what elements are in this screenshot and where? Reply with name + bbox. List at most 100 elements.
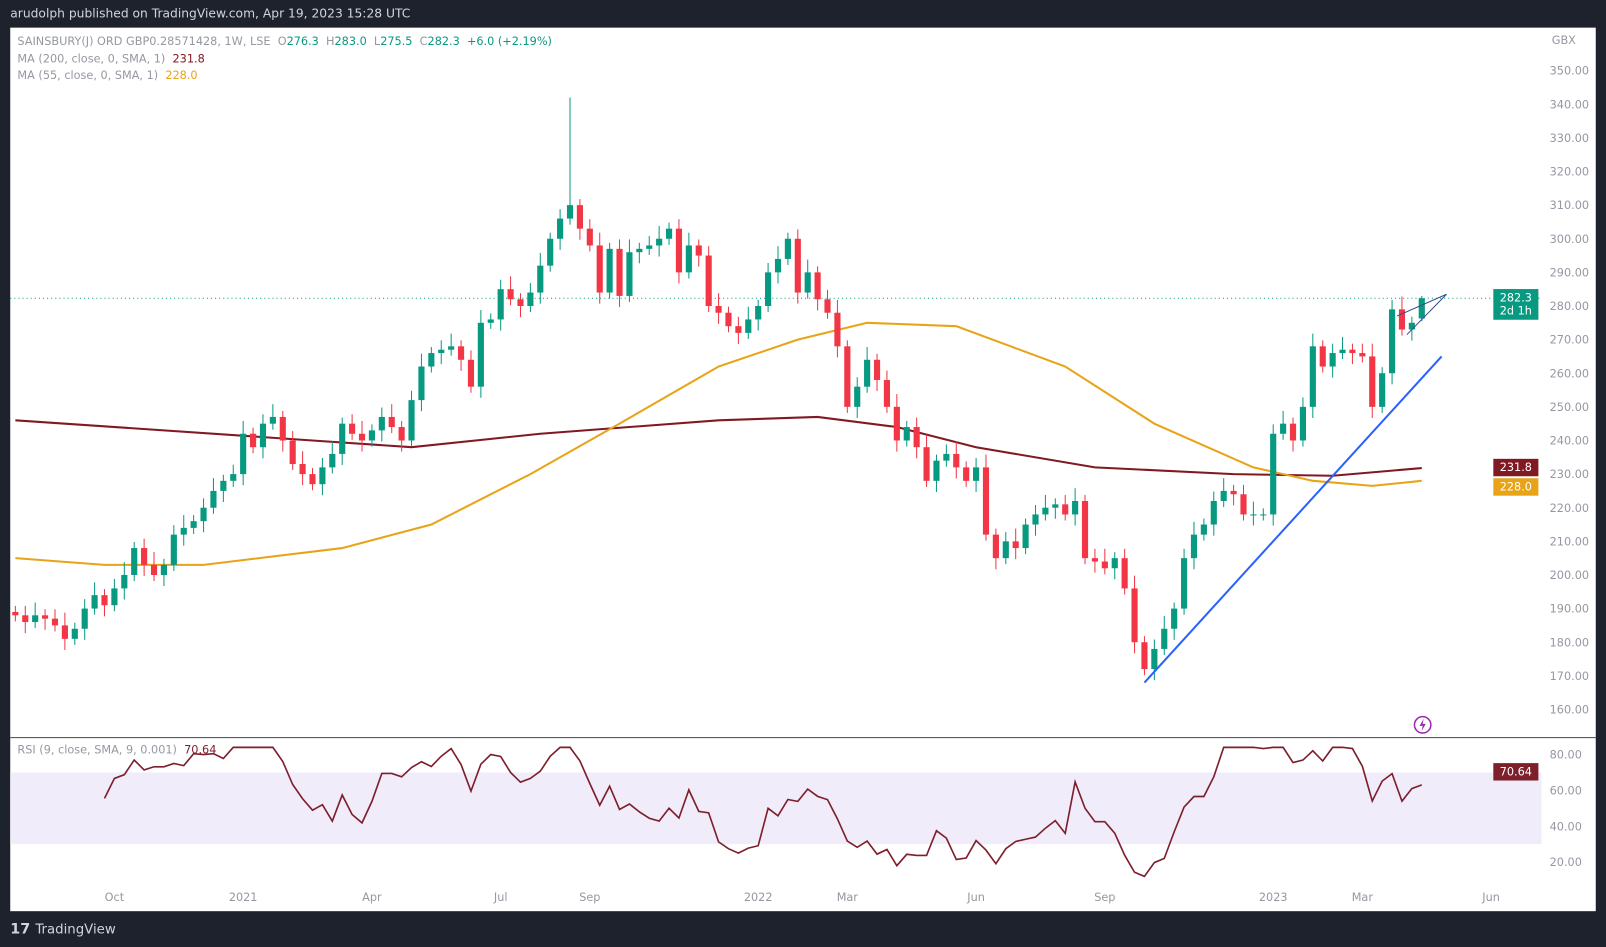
rsi-tag-text: 70.64 xyxy=(1500,765,1532,778)
price-tick-label: 330.00 xyxy=(1550,132,1589,145)
candle xyxy=(71,622,78,645)
candle-body xyxy=(675,228,683,273)
ma55-label: MA (55, close, 0, SMA, 1) xyxy=(17,68,159,82)
candle xyxy=(1418,295,1425,322)
candle xyxy=(1398,296,1406,336)
candle xyxy=(873,353,881,392)
candle-body xyxy=(606,248,613,293)
candle xyxy=(953,441,960,479)
candle-body xyxy=(61,625,68,639)
candle xyxy=(121,562,128,600)
candle-body xyxy=(646,245,653,249)
candle-body xyxy=(1398,309,1406,330)
candle xyxy=(606,242,613,299)
candle xyxy=(150,552,158,582)
candle xyxy=(517,293,524,318)
candle-body xyxy=(586,228,593,246)
candle-body xyxy=(1418,298,1425,319)
lightning-bolt xyxy=(1419,718,1426,731)
candle xyxy=(1180,548,1188,615)
candle xyxy=(101,589,108,617)
candle xyxy=(1111,552,1118,580)
candle xyxy=(42,609,49,630)
candle-body xyxy=(12,611,19,616)
candle xyxy=(933,454,940,492)
candle xyxy=(81,599,88,640)
candle-body xyxy=(1309,346,1316,407)
candle-body xyxy=(378,416,385,431)
candle-body xyxy=(765,272,772,306)
price-tag: 282.32d 1h xyxy=(1493,289,1539,320)
candle xyxy=(1280,410,1287,440)
candle xyxy=(735,316,742,344)
candle xyxy=(1141,636,1148,676)
candle-body xyxy=(1151,648,1158,670)
ma55-legend[interactable]: MA (55, close, 0, SMA, 1) 228.0 xyxy=(17,69,197,82)
candle xyxy=(1319,340,1326,373)
candle-body xyxy=(824,299,831,313)
candle-body xyxy=(240,433,247,475)
high-label: H xyxy=(326,34,335,49)
candle-body xyxy=(51,618,59,626)
ma200-value: 231.8 xyxy=(172,52,205,66)
rsi-legend[interactable]: RSI (9, close, SMA, 9, 0.001) 70.64 xyxy=(17,743,216,756)
candle-body xyxy=(220,480,227,491)
candle-body xyxy=(467,359,475,387)
candle-body xyxy=(715,305,722,313)
candle xyxy=(269,404,276,430)
candle xyxy=(844,340,851,413)
low-label: L xyxy=(373,34,381,49)
candle xyxy=(824,289,831,319)
candle xyxy=(1200,518,1207,541)
candle xyxy=(765,262,772,313)
candle-body xyxy=(150,564,158,575)
candle-body xyxy=(131,548,138,575)
candle xyxy=(1161,615,1168,655)
candle xyxy=(210,478,217,514)
price-tick-label: 230.00 xyxy=(1550,468,1589,481)
ma200-legend[interactable]: MA (200, close, 0, SMA, 1) 231.8 xyxy=(17,52,204,65)
candle-body xyxy=(973,467,980,481)
candle-body xyxy=(626,252,633,296)
candle xyxy=(141,538,148,576)
price-tick-label: 280.00 xyxy=(1550,300,1589,313)
candle-body xyxy=(1012,541,1019,549)
price-tick-label: 300.00 xyxy=(1550,233,1589,246)
candle-body xyxy=(497,289,504,320)
ma55-tag: 228.0 xyxy=(1493,478,1539,496)
time-tick-label: Mar xyxy=(837,891,859,904)
candle xyxy=(477,310,484,398)
candle-body xyxy=(1171,608,1178,629)
candle-body xyxy=(1032,514,1039,525)
candle xyxy=(982,454,990,541)
symbol-legend[interactable]: SAINSBURY(J) ORD GBP0.28571428, 1W, LSE … xyxy=(17,35,552,48)
candle-body xyxy=(873,359,881,380)
tradingview-logo[interactable]: 𝟭𝟳 TradingView xyxy=(10,921,116,937)
candle-body xyxy=(170,534,177,565)
candle xyxy=(1171,602,1178,640)
candle-body xyxy=(418,366,425,401)
ma200-tag-bg xyxy=(1493,458,1539,477)
rsi-tag: 70.64 xyxy=(1493,763,1539,781)
candle xyxy=(319,457,326,496)
candle-body xyxy=(557,218,564,239)
ma55-line xyxy=(15,321,1422,566)
price-tick-label: 260.00 xyxy=(1550,367,1589,380)
candle xyxy=(943,444,950,467)
time-tick-label: Mar xyxy=(1352,891,1374,904)
candle-body xyxy=(864,359,871,387)
candle-body xyxy=(1052,504,1059,508)
candle-body xyxy=(903,427,910,441)
candle xyxy=(329,441,336,474)
time-tick-label: Jul xyxy=(493,891,508,904)
candle-body xyxy=(566,205,574,219)
ma200-tag-text: 231.8 xyxy=(1500,461,1532,474)
candle-body xyxy=(230,474,237,481)
candle-body xyxy=(695,245,702,256)
rsi-band xyxy=(10,772,1542,845)
candle xyxy=(1032,505,1039,536)
candle-body xyxy=(477,322,484,387)
rsi-tick-label: 40.00 xyxy=(1550,820,1582,833)
